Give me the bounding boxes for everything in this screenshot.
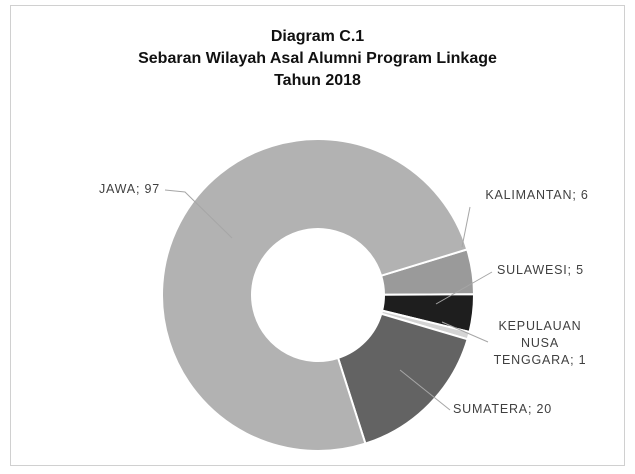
label-separator: ; bbox=[570, 353, 579, 367]
value-label: 20 bbox=[536, 402, 552, 416]
label-separator: ; bbox=[527, 402, 537, 416]
leader-line bbox=[441, 321, 489, 343]
leader-line bbox=[399, 369, 451, 411]
label-separator: ; bbox=[135, 182, 145, 196]
data-label: KALIMANTAN; 6 bbox=[482, 187, 592, 204]
category-label: KALIMANTAN bbox=[485, 188, 573, 202]
data-label: KEPULAUAN NUSA TENGGARA; 1 bbox=[490, 318, 590, 369]
label-separator: ; bbox=[572, 188, 581, 202]
data-label: SULAWESI; 5 bbox=[497, 262, 584, 279]
data-label: JAWA; 97 bbox=[80, 181, 160, 198]
leader-line bbox=[164, 189, 233, 239]
value-label: 6 bbox=[580, 188, 589, 202]
chart-title: Tahun 2018 bbox=[274, 72, 361, 89]
chart-title: Diagram C.1 bbox=[270, 28, 365, 45]
value-label: 1 bbox=[578, 353, 587, 367]
donut-slice bbox=[161, 138, 469, 452]
leader-line bbox=[435, 271, 493, 305]
category-label: SULAWESI bbox=[497, 263, 568, 277]
value-label: 5 bbox=[576, 263, 584, 277]
label-separator: ; bbox=[567, 263, 577, 277]
donut-slice bbox=[336, 312, 469, 445]
value-label: 97 bbox=[144, 182, 160, 196]
leader-line bbox=[461, 206, 471, 248]
data-label: SUMATERA; 20 bbox=[453, 401, 552, 418]
category-label: KEPULAUAN NUSA TENGGARA bbox=[493, 319, 582, 367]
chart-title: Sebaran Wilayah Asal Alumni Program Link… bbox=[138, 50, 497, 67]
category-label: SUMATERA bbox=[453, 402, 528, 416]
category-label: JAWA bbox=[98, 182, 136, 196]
